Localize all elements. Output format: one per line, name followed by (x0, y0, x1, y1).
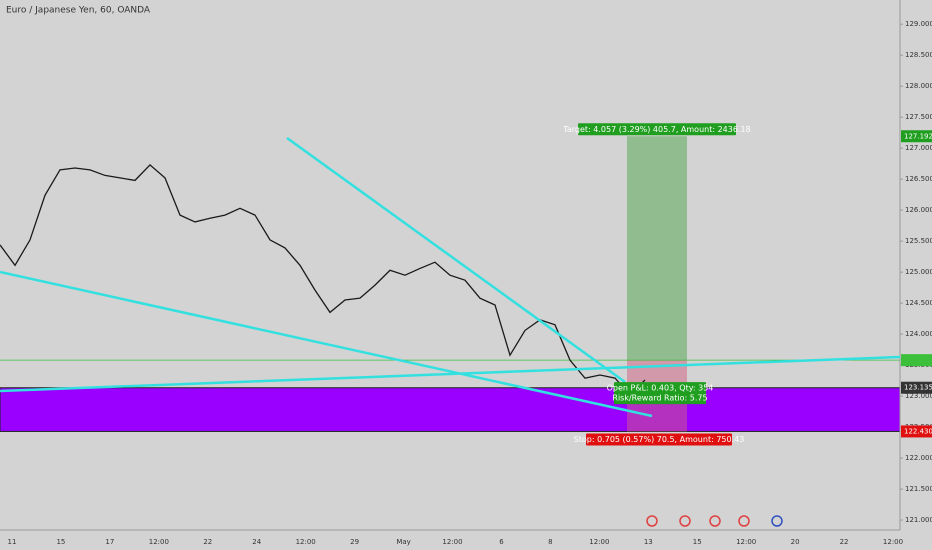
x-tick-label: 12:00 (296, 538, 316, 546)
x-tick-label: 8 (548, 538, 552, 546)
x-tick-label: May (396, 538, 410, 546)
y-tick-label: 121.000 (905, 516, 932, 524)
indicator-icons (646, 515, 783, 527)
last-price-tag (901, 354, 932, 367)
target-tag (901, 130, 932, 143)
stop-label: Stop: 0.705 (0.57%) 70.5, Amount: 750.43 (574, 435, 745, 444)
zone-top-tag (901, 381, 932, 394)
trendlines (0, 136, 901, 418)
target-label: Target: 4.057 (3.29%) 405.7, Amount: 243… (562, 125, 750, 134)
y-tick-label: 128.500 (905, 51, 932, 59)
icon (679, 515, 691, 527)
y-tick-label: 123.000 (905, 392, 932, 400)
y-tick-label: 127.000 (905, 144, 932, 152)
zone-bottom-tag-label: 122.430 (904, 427, 932, 435)
x-tick-label: 17 (105, 538, 114, 546)
price-line (0, 163, 646, 396)
x-tick-label: 15 (56, 538, 65, 546)
x-tick-label: 29 (350, 538, 359, 546)
plot-area (0, 136, 901, 432)
y-tick-label: 124.500 (905, 299, 932, 307)
x-tick-label: 15 (693, 538, 702, 546)
y-tick-label: 129.000 (905, 20, 932, 28)
target-tag-label: 127.192 (904, 132, 932, 140)
pnl-label: Open P&L: 0.403, Qty: 354 (607, 384, 714, 393)
y-tick-label: 126.000 (905, 206, 932, 214)
x-tick-label: 12:00 (736, 538, 756, 546)
y-tick-label: 127.500 (905, 113, 932, 121)
x-tick-label: 22 (840, 538, 849, 546)
trendline (0, 355, 901, 393)
x-tick-label: 12:00 (442, 538, 462, 546)
icon (738, 515, 750, 527)
x-tick-label: 13 (644, 538, 653, 546)
x-tick-label: 24 (252, 538, 261, 546)
icon (709, 515, 721, 527)
ratio-label: Risk/Reward Ratio: 5.75 (612, 394, 707, 403)
icon (771, 515, 783, 527)
y-tick-label: 124.000 (905, 330, 932, 338)
y-tick-label: 122.000 (905, 454, 932, 462)
icon (646, 515, 658, 527)
zone (0, 387, 901, 432)
chart-title: Euro / Japanese Yen, 60, OANDA (6, 6, 151, 16)
trendline (286, 136, 626, 384)
x-tick-label: 12:00 (589, 538, 609, 546)
y-tick-label: 126.500 (905, 175, 932, 183)
x-tick-label: 22 (203, 538, 212, 546)
stop-label-bg (586, 433, 732, 446)
zone-bottom-tag (901, 425, 932, 438)
x-tick-label: 6 (499, 538, 504, 546)
pnl-bg (614, 382, 706, 405)
y-tick-label: 121.500 (905, 485, 932, 493)
trendline (0, 270, 653, 418)
x-tick-label: 12:00 (149, 538, 169, 546)
x-tick-label: 11 (8, 538, 17, 546)
x-tick-label: 12:00 (883, 538, 903, 546)
x-tick-label: 20 (791, 538, 800, 546)
y-tick-label: 125.000 (905, 268, 932, 276)
target-label-bg (578, 123, 736, 136)
y-tick-label: 125.500 (905, 237, 932, 245)
zone-top-tag-label: 123.135 (904, 384, 932, 392)
target-box (627, 136, 687, 361)
y-tick-label: 128.000 (905, 82, 932, 90)
